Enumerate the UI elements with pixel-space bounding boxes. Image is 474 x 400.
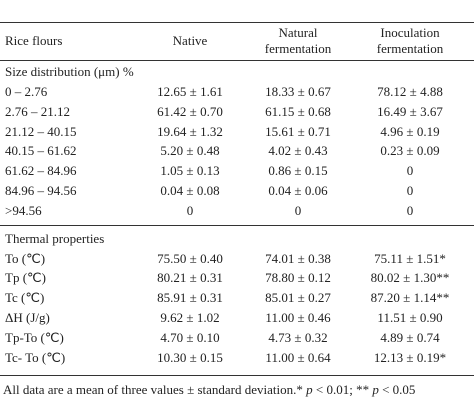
cell: 0 [186, 202, 194, 218]
cell: 78.80 ± 0.12 [265, 270, 331, 286]
header-cell: Natural fermentation [264, 25, 332, 56]
cell: 12.65 ± 1.61 [157, 84, 223, 99]
footnote-part: p [306, 382, 313, 397]
cell: 4.73 ± 0.32 [268, 329, 328, 345]
cell: 85.01 ± 0.27 [265, 290, 331, 306]
section-title: Thermal properties [5, 230, 105, 246]
cell: 87.20 ± 1.14** [370, 290, 450, 306]
rule [0, 22, 474, 23]
cell: 40.15 – 61.62 [5, 143, 77, 159]
cell: 12.13 ± 0.19* [373, 349, 447, 365]
cell: 18.33 ± 0.67 [265, 84, 331, 99]
footnote: All data are a mean of three values ± st… [3, 382, 415, 398]
cell: To (℃) [5, 250, 46, 266]
rule [0, 375, 474, 376]
cell: 11.51 ± 0.90 [377, 310, 443, 325]
cell: 4.70 ± 0.10 [160, 329, 220, 345]
cell: 2.76 – 21.12 [5, 103, 70, 119]
footnote-part: < 0.05 [378, 382, 416, 397]
cell: 78.12 ± 4.88 [377, 84, 443, 99]
cell: 1.05 ± 0.13 [160, 163, 220, 179]
cell: 80.21 ± 0.31 [157, 270, 223, 286]
cell: 75.50 ± 0.40 [157, 250, 223, 266]
cell: 4.89 ± 0.74 [380, 329, 440, 345]
cell: 16.49 ± 3.67 [377, 103, 443, 119]
cell: 85.91 ± 0.31 [157, 290, 223, 306]
cell: 10.30 ± 0.15 [157, 349, 223, 365]
cell: 75.11 ± 1.51* [374, 250, 446, 266]
footnote-part: p [372, 382, 379, 397]
cell: 11.00 ± 0.64 [265, 349, 331, 365]
cell: 0 [406, 163, 414, 179]
cell: 61.42 ± 0.70 [157, 103, 223, 119]
cell: 0.04 ± 0.06 [268, 183, 328, 198]
cell: 61.62 – 84.96 [5, 163, 77, 179]
cell: Tp (℃) [5, 270, 46, 286]
cell: 4.96 ± 0.19 [380, 123, 440, 139]
cell: 0 [406, 202, 414, 218]
cell: 80.02 ± 1.30** [370, 270, 450, 286]
header-cell: Inoculation fermentation [376, 25, 444, 56]
cell: 5.20 ± 0.48 [160, 143, 220, 159]
cell: 0.23 ± 0.09 [380, 143, 440, 159]
cell: 0 [294, 202, 302, 218]
header-cell: Rice flours [5, 33, 63, 48]
cell: 74.01 ± 0.38 [265, 250, 331, 266]
cell: 9.62 ± 1.02 [160, 310, 220, 325]
cell: >94.56 [5, 202, 42, 218]
cell: Tc (℃) [5, 290, 45, 306]
cell: 0 – 2.76 [5, 84, 48, 99]
cell: 15.61 ± 0.71 [265, 123, 331, 139]
section-title: Size distribution (μm) % [5, 64, 134, 79]
cell: 0.86 ± 0.15 [268, 163, 328, 179]
cell: 4.02 ± 0.43 [268, 143, 328, 159]
cell: 61.15 ± 0.68 [265, 103, 331, 119]
rule [0, 60, 474, 61]
cell: 84.96 – 94.56 [5, 183, 77, 198]
cell: 21.12 – 40.15 [5, 123, 77, 139]
footnote-part: < 0.01; ** [312, 382, 373, 397]
cell: 19.64 ± 1.32 [157, 123, 223, 139]
cell: 0.04 ± 0.08 [160, 183, 220, 198]
cell: 0 [406, 183, 414, 198]
cell: 11.00 ± 0.46 [265, 310, 331, 325]
cell: Tc- To (℃) [5, 349, 66, 365]
header-cell: Native [172, 33, 208, 48]
footnote-part: All data are a mean of three values ± st… [3, 382, 307, 397]
rule [0, 224, 474, 226]
cell: Tp-To (℃) [5, 329, 64, 345]
cell: ΔH (J/g) [5, 310, 50, 325]
